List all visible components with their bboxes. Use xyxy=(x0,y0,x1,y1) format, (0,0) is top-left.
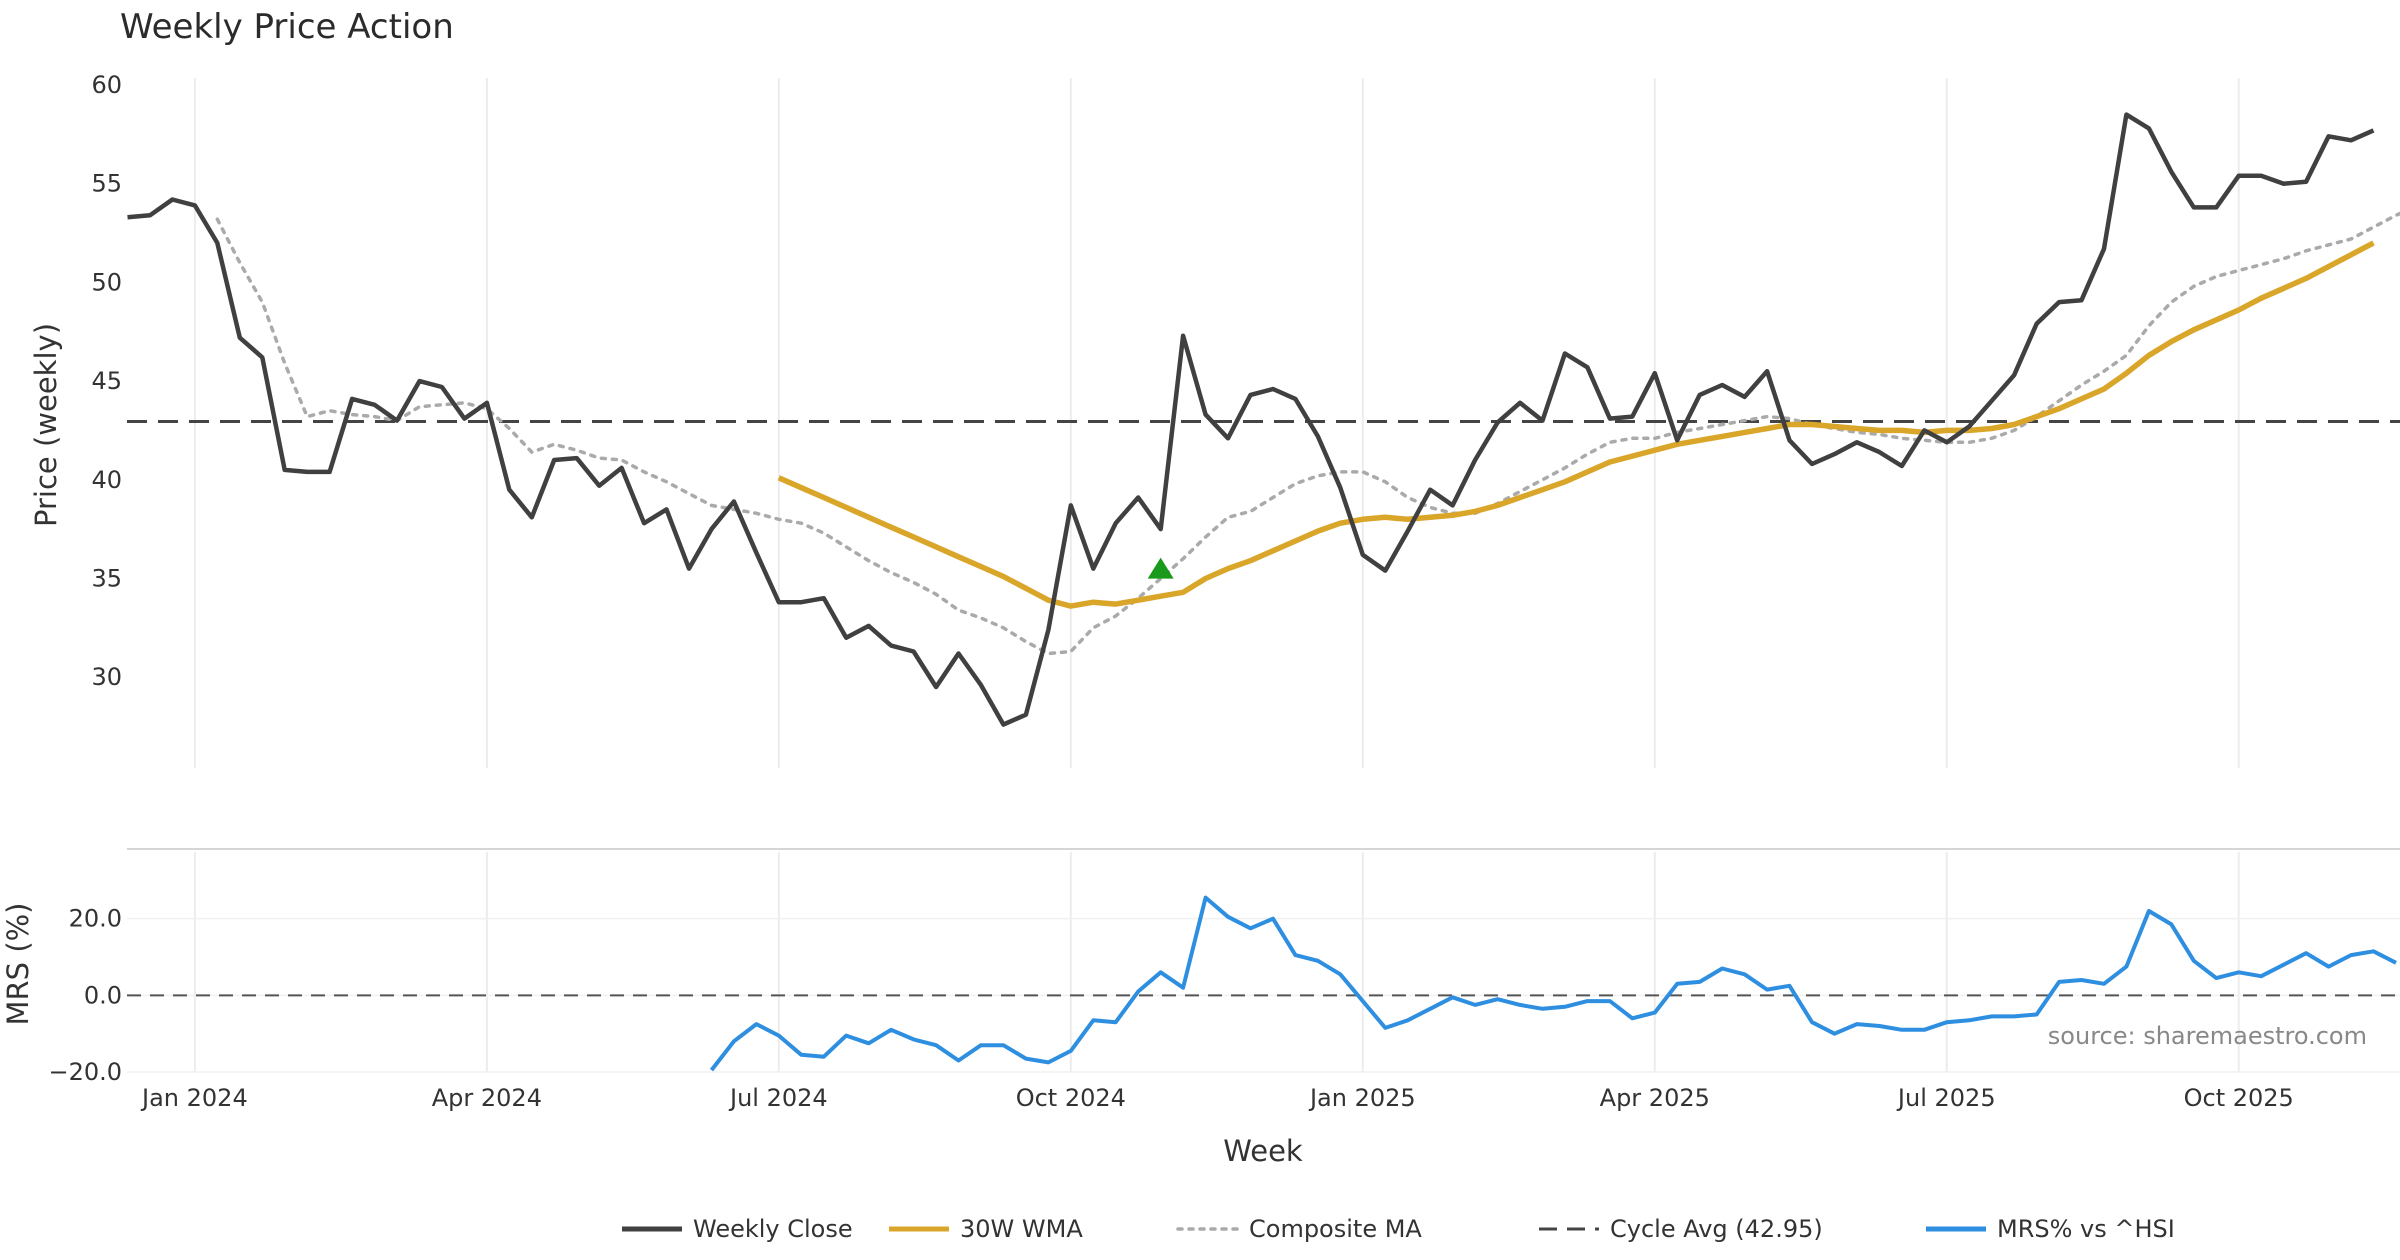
price-y-tick-label: 60 xyxy=(91,71,122,99)
price-y-tick-label: 45 xyxy=(91,367,122,395)
x-tick-label: Apr 2025 xyxy=(1600,1084,1710,1112)
mrs-y-tick-label: −20.0 xyxy=(48,1058,122,1086)
x-tick-label: Jul 2024 xyxy=(728,1084,828,1112)
legend-label-close: Weekly Close xyxy=(693,1215,853,1243)
wma-30w-line xyxy=(777,240,2375,609)
x-axis-label: Week xyxy=(1223,1134,1303,1168)
mrs-y-axis-label: MRS (%) xyxy=(1,903,35,1026)
x-tick-label: Jul 2025 xyxy=(1896,1084,1996,1112)
legend-label-wma: 30W WMA xyxy=(960,1215,1083,1243)
legend-label-mrs: MRS% vs ^HSI xyxy=(1997,1215,2175,1243)
x-tick-label: Oct 2024 xyxy=(1016,1084,1126,1112)
x-tick-label: Apr 2024 xyxy=(432,1084,542,1112)
mrs-y-tick-label: 20.0 xyxy=(69,905,122,933)
price-y-ticks: 30 35 40 45 50 55 60 xyxy=(91,71,122,691)
price-y-tick-label: 30 xyxy=(91,663,122,691)
composite-ma-line xyxy=(215,211,2400,656)
price-y-tick-label: 40 xyxy=(91,466,122,494)
x-tick-label: Jan 2025 xyxy=(1308,1084,1416,1112)
weekly-close-line xyxy=(127,112,2375,727)
x-tick-label: Jan 2024 xyxy=(140,1084,248,1112)
mrs-y-ticks: 20.0 0.0 −20.0 xyxy=(48,905,122,1086)
legend-label-cycle: Cycle Avg (42.95) xyxy=(1610,1215,1823,1243)
x-ticks: Jan 2024 Apr 2024 Jul 2024 Oct 2024 Jan 2025… xyxy=(140,1084,2294,1112)
mrs-line xyxy=(709,895,2397,1072)
x-tick-label: Oct 2025 xyxy=(2184,1084,2294,1112)
price-y-tick-label: 55 xyxy=(91,170,122,198)
mrs-y-tick-label: 0.0 xyxy=(84,981,122,1009)
source-note: source: sharemaestro.com xyxy=(2048,1022,2367,1050)
legend: Weekly Close 30W WMA Composite MA Cycle Avg… xyxy=(622,1215,2175,1243)
chart-title: Weekly Price Action xyxy=(120,7,454,47)
buy-signal-marker xyxy=(1147,557,1174,579)
price-y-tick-label: 50 xyxy=(91,268,122,296)
price-y-tick-label: 35 xyxy=(91,564,122,592)
legend-label-composite: Composite MA xyxy=(1249,1215,1422,1243)
price-y-axis-label: Price (weekly) xyxy=(29,323,63,527)
